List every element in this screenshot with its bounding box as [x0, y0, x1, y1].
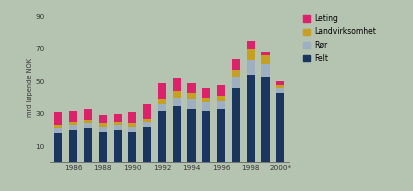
Bar [143, 104, 151, 119]
Bar [276, 88, 284, 93]
Bar [173, 106, 181, 162]
Bar [99, 127, 107, 132]
Bar [69, 125, 77, 130]
Bar [276, 81, 284, 85]
Bar [188, 99, 196, 109]
Bar [55, 112, 62, 125]
Bar [247, 75, 255, 162]
Bar [128, 112, 136, 124]
Bar [143, 119, 151, 122]
Bar [158, 104, 166, 111]
Bar [84, 124, 92, 128]
Bar [99, 115, 107, 124]
Bar [114, 130, 122, 162]
Bar [202, 88, 210, 98]
Bar [158, 99, 166, 104]
Bar [202, 102, 210, 111]
Bar [232, 70, 240, 77]
Bar [232, 88, 240, 162]
Bar [247, 60, 255, 75]
Bar [128, 132, 136, 162]
Bar [188, 109, 196, 162]
Bar [55, 128, 62, 133]
Bar [232, 77, 240, 88]
Bar [114, 125, 122, 130]
Bar [261, 64, 270, 77]
Bar [173, 78, 181, 91]
Bar [143, 122, 151, 127]
Bar [202, 98, 210, 102]
Legend: Leting, Landvirksomhet, Rør, Felt: Leting, Landvirksomhet, Rør, Felt [302, 14, 376, 63]
Bar [99, 132, 107, 162]
Bar [261, 52, 270, 55]
Bar [173, 98, 181, 106]
Bar [84, 120, 92, 124]
Bar [276, 93, 284, 162]
Bar [84, 109, 92, 120]
Bar [173, 91, 181, 98]
Bar [217, 96, 225, 101]
Bar [158, 83, 166, 99]
Bar [188, 93, 196, 99]
Bar [84, 128, 92, 162]
Bar [276, 85, 284, 88]
Bar [55, 133, 62, 162]
Bar [247, 41, 255, 49]
Bar [217, 109, 225, 162]
Bar [69, 130, 77, 162]
Bar [217, 101, 225, 109]
Bar [69, 122, 77, 125]
Bar [55, 125, 62, 128]
Bar [232, 59, 240, 70]
Bar [188, 83, 196, 93]
Bar [128, 124, 136, 127]
Bar [217, 85, 225, 96]
Bar [247, 49, 255, 60]
Y-axis label: mrd løpende NOK: mrd løpende NOK [27, 58, 33, 117]
Bar [158, 111, 166, 162]
Bar [128, 127, 136, 132]
Bar [114, 122, 122, 125]
Bar [99, 124, 107, 127]
Bar [261, 77, 270, 162]
Bar [143, 127, 151, 162]
Bar [114, 114, 122, 122]
Bar [261, 55, 270, 64]
Bar [202, 111, 210, 162]
Bar [69, 111, 77, 122]
